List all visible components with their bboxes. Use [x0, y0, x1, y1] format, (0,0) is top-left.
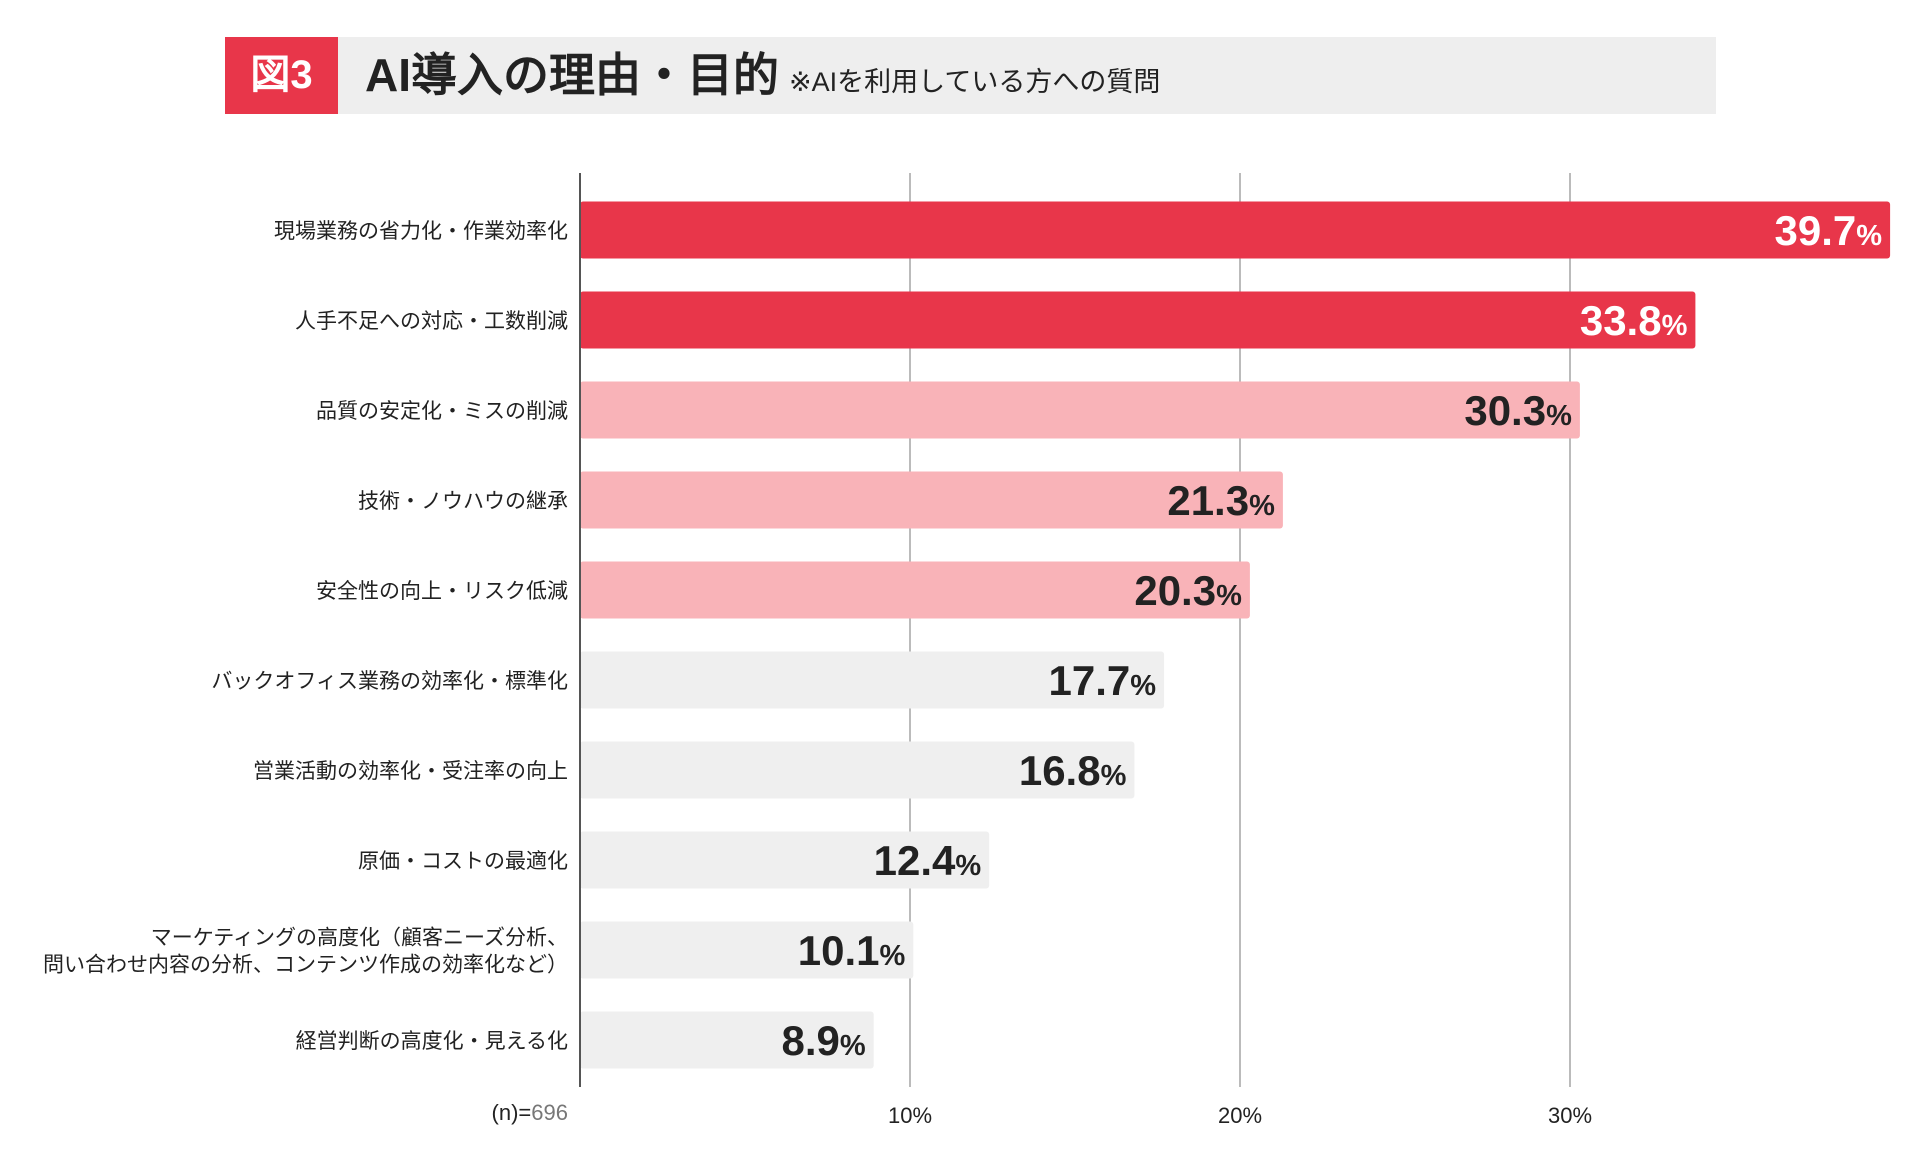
- x-tick-label: 30%: [1548, 1103, 1592, 1128]
- bar: [580, 1011, 874, 1069]
- bar: [580, 921, 914, 979]
- title-bar: 図3 AI導入の理由・目的 ※AIを利用している方への質問: [225, 37, 1716, 114]
- data-label: 8.9%: [782, 1017, 866, 1064]
- bar: [580, 741, 1135, 799]
- data-label: 16.8%: [1019, 747, 1127, 794]
- figure-label: 図3: [225, 37, 338, 114]
- x-tick-label: 10%: [888, 1103, 932, 1128]
- category-label: 原価・コストの最適化: [358, 850, 568, 873]
- category-label: 品質の安定化・ミスの削減: [316, 400, 568, 423]
- title-text: AI導入の理由・目的: [365, 49, 779, 101]
- data-label: 20.3%: [1134, 567, 1242, 614]
- data-label: 12.4%: [874, 837, 982, 884]
- data-label: 39.7%: [1775, 207, 1883, 254]
- data-label: 17.7%: [1049, 657, 1157, 704]
- bar: [580, 831, 990, 889]
- x-tick-label: 20%: [1218, 1103, 1262, 1128]
- category-label: 経営判断の高度化・見える化: [296, 1030, 568, 1053]
- bar: [580, 201, 1891, 259]
- bar: [580, 561, 1250, 619]
- sample-size: (n)=696: [492, 1100, 568, 1125]
- chart-title: AI導入の理由・目的 ※AIを利用している方への質問: [365, 37, 1160, 121]
- category-label: 人手不足への対応・工数削減: [295, 310, 568, 333]
- bar: [580, 381, 1580, 439]
- category-label: バックオフィス業務の効率化・標準化: [211, 670, 568, 693]
- category-label: マーケティングの高度化（顧客ニーズ分析、: [151, 927, 568, 950]
- category-label: 安全性の向上・リスク低減: [316, 580, 568, 603]
- bar: [580, 651, 1165, 709]
- category-label: 技術・ノウハウの継承: [358, 490, 568, 513]
- bar: [580, 291, 1696, 349]
- chart-subtitle: ※AIを利用している方への質問: [789, 67, 1161, 97]
- data-label: 21.3%: [1167, 477, 1275, 524]
- bar: [580, 471, 1283, 529]
- category-label: 問い合わせ内容の分析、コンテンツ作成の効率化など）: [43, 954, 568, 977]
- category-label: 営業活動の効率化・受注率の向上: [253, 760, 568, 783]
- category-label: 現場業務の省力化・作業効率化: [274, 220, 568, 243]
- data-label: 33.8%: [1580, 297, 1688, 344]
- data-label: 10.1%: [798, 927, 906, 974]
- data-label: 30.3%: [1464, 387, 1572, 434]
